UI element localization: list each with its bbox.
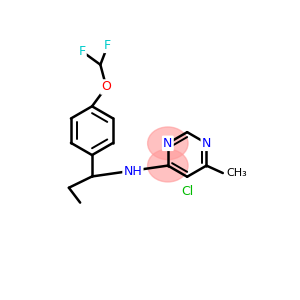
Text: F: F xyxy=(78,45,85,58)
Text: Cl: Cl xyxy=(181,184,193,197)
Text: N: N xyxy=(163,137,172,150)
Text: NH: NH xyxy=(124,164,142,178)
Text: N: N xyxy=(202,137,211,150)
Text: O: O xyxy=(101,80,111,94)
Ellipse shape xyxy=(148,149,188,182)
Text: CH₃: CH₃ xyxy=(226,168,247,178)
Text: F: F xyxy=(104,39,111,52)
Ellipse shape xyxy=(148,127,188,160)
